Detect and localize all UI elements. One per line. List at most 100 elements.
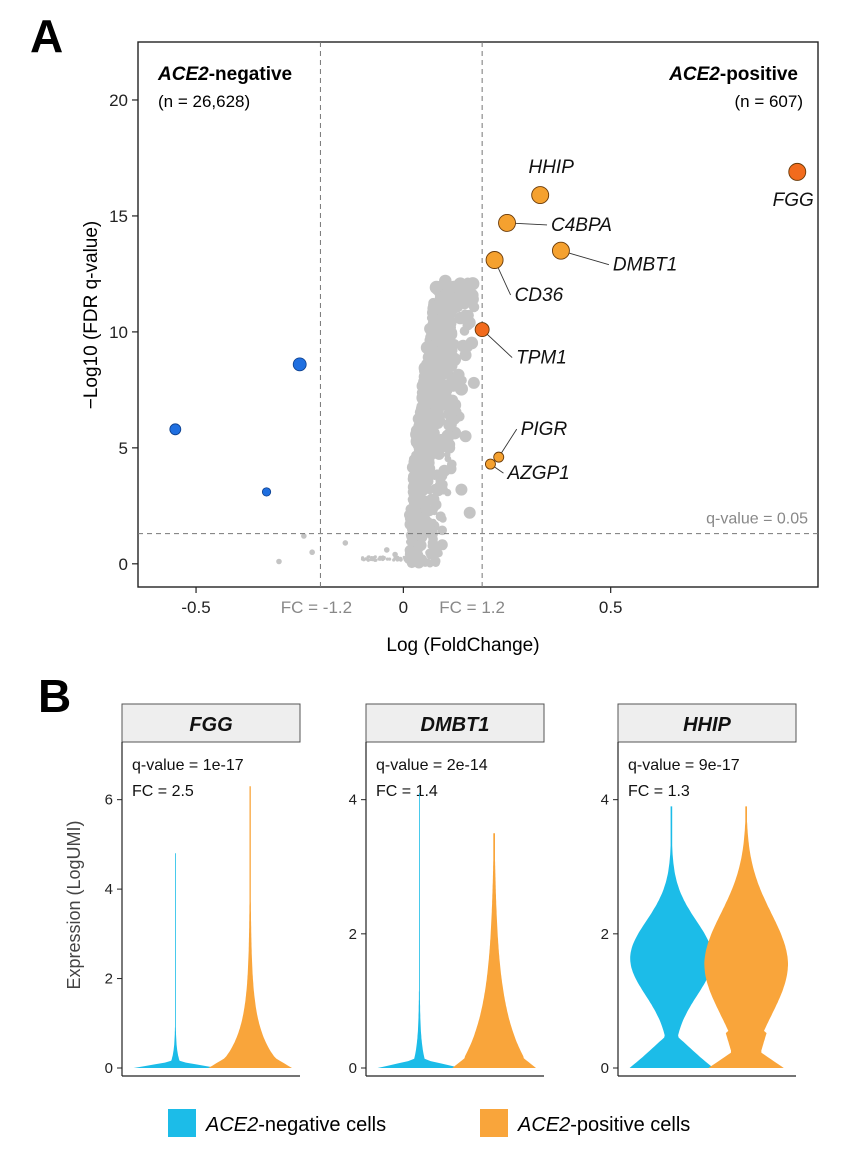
negative-group-count: (n = 26,628) (158, 92, 250, 111)
bg-gene-point (431, 448, 441, 458)
volcano-frame (137, 41, 819, 588)
legend-swatch-positive (480, 1109, 508, 1137)
violin-facet-dmbt1: DMBT1 q-value = 2e-14 FC = 1.4 0 2 4 (349, 703, 545, 1077)
bg-gene-point (385, 557, 389, 561)
bg-gene-point (408, 539, 416, 547)
gene-label-cd36: CD36 (515, 285, 564, 306)
bg-gene-point (412, 466, 421, 476)
bg-gene-point (398, 557, 402, 561)
negative-group-label: ACE2-negative (157, 64, 292, 85)
bg-gene-point (414, 458, 422, 466)
bg-gene-point (455, 288, 468, 301)
bg-gene-point (420, 395, 434, 410)
bg-gene-point (445, 463, 457, 475)
violin-negative (629, 806, 714, 1068)
legend-label-positive: ACE2-positive cells (517, 1114, 690, 1136)
bg-gene-point (361, 556, 365, 560)
bg-gene-point (430, 518, 437, 526)
violin-y-axis-label: Expression (LogUMI) (64, 820, 84, 989)
gene-point-dmbt1 (551, 241, 570, 260)
gene-point-fgg (788, 162, 807, 181)
bg-gene-point (417, 512, 426, 521)
bg-gene-point (444, 442, 456, 454)
bg-gene-point (432, 399, 446, 413)
gene-label-fgg: FGG (773, 190, 814, 211)
facet-y-tick-label: 4 (105, 881, 113, 898)
bg-gene-point (437, 378, 446, 388)
bg-gene-point (467, 376, 480, 389)
bg-gene-point (435, 362, 447, 374)
bg-gene-point (409, 546, 421, 559)
facet-fc: FC = 2.5 (132, 783, 194, 800)
bg-gene-point (417, 486, 426, 495)
facet-qvalue: q-value = 2e-14 (376, 757, 488, 774)
bg-gene-point (459, 326, 470, 336)
legend: ACE2-negative cells ACE2-positive cells (168, 1109, 690, 1137)
bg-gene-point (420, 341, 434, 355)
bg-gene-point (438, 434, 449, 444)
bg-gene-point (425, 409, 439, 423)
gene-leader-line (498, 428, 518, 458)
volcano-axes: -0.5 0 0.5 FC = -1.2 FC = 1.2 0 5 10 15 20 (109, 91, 622, 617)
bg-gene-point (455, 483, 468, 496)
bg-gene-point (430, 503, 439, 513)
volcano-x-axis-label: Log (FoldChange) (386, 635, 539, 656)
facet-qvalue: q-value = 9e-17 (628, 757, 740, 774)
volcano-y-axis-label: −Log10 (FDR q-value) (81, 221, 102, 410)
bg-gene-point (404, 518, 417, 531)
bg-gene-point (439, 274, 452, 288)
gene-point-cd36 (485, 251, 504, 269)
legend-swatch-negative (168, 1109, 196, 1137)
gene-point-c4bpa (498, 213, 516, 232)
bg-gene-point (405, 531, 414, 539)
bg-gene-point (367, 555, 371, 559)
bg-gene-point (429, 548, 438, 556)
facet-y-tick-label: 2 (349, 926, 357, 943)
bg-gene-point (423, 374, 436, 387)
bg-gene-point (427, 318, 437, 328)
x-tick-label: 0 (399, 598, 408, 617)
panel-a-label: A (30, 10, 63, 62)
bg-gene-point (421, 359, 430, 368)
bg-gene-point (447, 404, 460, 417)
y-tick-label: 5 (119, 439, 128, 458)
bg-gene-point (436, 470, 448, 482)
bg-gene-point (454, 382, 468, 396)
facet-gene-title: DMBT1 (421, 714, 490, 736)
facet-y-tick-label: 4 (601, 792, 609, 809)
gene-label-c4bpa: C4BPA (551, 215, 612, 236)
violin-positive (704, 806, 788, 1068)
bg-gene-point (420, 502, 428, 510)
facet-y-tick-label: 2 (601, 926, 609, 943)
gene-label-pigr: PIGR (521, 419, 568, 440)
bg-gene-point (424, 421, 436, 433)
q-threshold-label: q-value = 0.05 (706, 511, 808, 528)
facet-header (365, 703, 545, 743)
bg-gene-point (438, 479, 448, 490)
bg-gene-point (276, 558, 282, 565)
panel-b-label: B (38, 670, 71, 722)
threshold-lines: q-value = 0.05 (138, 42, 818, 587)
bg-gene-point (373, 558, 377, 562)
gene-label-hhip: HHIP (528, 157, 574, 178)
gene-point-pigr (493, 451, 505, 463)
violin-positive (452, 833, 536, 1068)
bg-gene-point (421, 475, 429, 483)
gene-label-tpm1: TPM1 (516, 348, 567, 369)
bg-gene-point (432, 488, 442, 497)
bg-gene-point (459, 430, 472, 443)
gene-label-azgp1: AZGP1 (506, 463, 569, 484)
facet-gene-title: FGG (189, 714, 232, 736)
facet-y-tick-label: 4 (349, 792, 357, 809)
bg-gene-point (309, 549, 315, 556)
facet-y-tick-label: 0 (349, 1060, 357, 1077)
x-tick-label: 0.5 (599, 598, 623, 617)
bg-gene-point (435, 511, 446, 522)
bg-gene-point (435, 544, 443, 551)
bg-gene-point (425, 485, 435, 495)
negative-gene-point (169, 423, 182, 436)
bg-gene-point (459, 349, 472, 362)
violin-negative (133, 853, 218, 1068)
bg-gene-point (436, 345, 446, 354)
